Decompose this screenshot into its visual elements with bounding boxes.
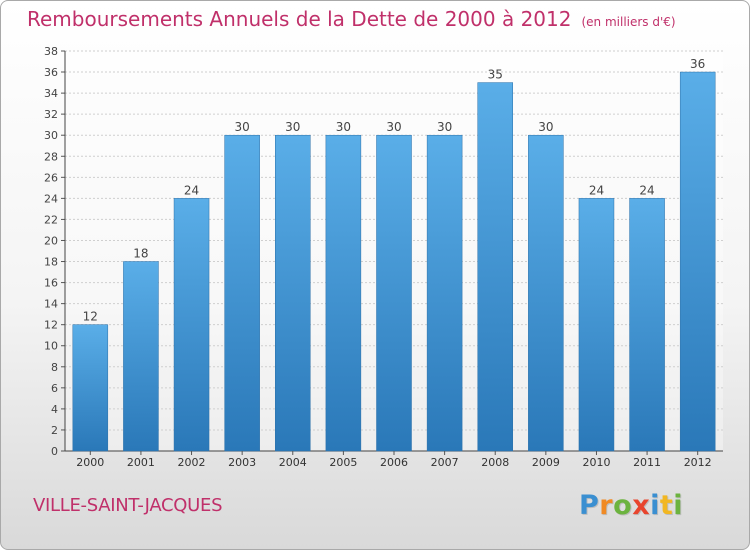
- proxiti-logo: Proxiti: [579, 490, 683, 521]
- bar: [123, 261, 159, 452]
- y-tick-label: 38: [44, 45, 58, 58]
- data-label: 30: [285, 120, 300, 134]
- commune-name: VILLE-SAINT-JACQUES: [33, 495, 223, 516]
- data-label: 30: [538, 120, 553, 134]
- y-tick-label: 14: [44, 298, 58, 311]
- y-tick-label: 30: [44, 129, 58, 142]
- data-label: 24: [184, 183, 199, 197]
- bar: [376, 134, 412, 452]
- x-tick-label: 2005: [329, 456, 357, 469]
- y-tick-label: 26: [44, 171, 58, 184]
- data-label: 24: [589, 183, 604, 197]
- x-tick-label: 2009: [532, 456, 560, 469]
- bar: [528, 134, 564, 452]
- data-label: 12: [83, 310, 98, 324]
- logo-letter: i: [673, 490, 684, 521]
- x-tick-label: 2008: [481, 456, 509, 469]
- y-tick-label: 12: [44, 319, 58, 332]
- data-label: 18: [133, 247, 148, 261]
- data-label: 30: [386, 120, 401, 134]
- y-tick-label: 28: [44, 150, 58, 163]
- logo-letter: P: [579, 490, 600, 521]
- y-tick-label: 10: [44, 340, 58, 353]
- data-label: 30: [336, 120, 351, 134]
- bar: [224, 134, 260, 452]
- x-tick-label: 2004: [279, 456, 307, 469]
- logo-letter: r: [599, 490, 614, 521]
- x-tick-label: 2010: [582, 456, 610, 469]
- x-tick-label: 2006: [380, 456, 408, 469]
- data-label: 36: [690, 57, 705, 71]
- y-tick-label: 24: [44, 192, 58, 205]
- bar: [629, 198, 665, 452]
- bar: [426, 134, 463, 452]
- y-tick-label: 32: [44, 108, 58, 121]
- bar: [679, 71, 716, 452]
- x-tick-label: 2000: [76, 456, 104, 469]
- bar: [72, 324, 109, 452]
- logo-letter: t: [659, 490, 674, 521]
- bar: [275, 134, 311, 452]
- x-tick-label: 2001: [127, 456, 155, 469]
- y-tick-label: 22: [44, 213, 58, 226]
- x-tick-label: 2002: [178, 456, 206, 469]
- logo-letter: i: [650, 490, 660, 521]
- logo-letter: x: [632, 490, 651, 521]
- bar: [477, 82, 513, 452]
- y-tick-label: 18: [44, 256, 58, 269]
- x-tick-label: 2011: [633, 456, 661, 469]
- chart-title: Remboursements Annuels de la Dette de 20…: [27, 7, 676, 31]
- x-tick-label: 2007: [431, 456, 459, 469]
- y-tick-label: 20: [44, 234, 58, 247]
- y-tick-label: 4: [51, 403, 58, 416]
- bar: [173, 198, 210, 452]
- unit-label: (en milliers d'€): [581, 15, 676, 29]
- x-tick-label: 2003: [228, 456, 256, 469]
- y-tick-label: 36: [44, 66, 58, 79]
- data-label: 30: [437, 120, 452, 134]
- y-tick-label: 2: [51, 424, 58, 437]
- title-text: Remboursements Annuels de la Dette de 20…: [27, 7, 572, 31]
- data-label: 30: [235, 120, 250, 134]
- y-tick-label: 6: [51, 382, 58, 395]
- y-tick-label: 0: [51, 445, 58, 458]
- data-label: 35: [488, 68, 503, 82]
- bar: [578, 198, 615, 452]
- x-tick-label: 2012: [684, 456, 712, 469]
- logo-letter: o: [613, 490, 633, 521]
- bar: [325, 134, 362, 452]
- data-label: 24: [639, 183, 654, 197]
- y-tick-label: 8: [51, 361, 58, 374]
- y-tick-label: 34: [44, 87, 58, 100]
- y-tick-label: 16: [44, 277, 58, 290]
